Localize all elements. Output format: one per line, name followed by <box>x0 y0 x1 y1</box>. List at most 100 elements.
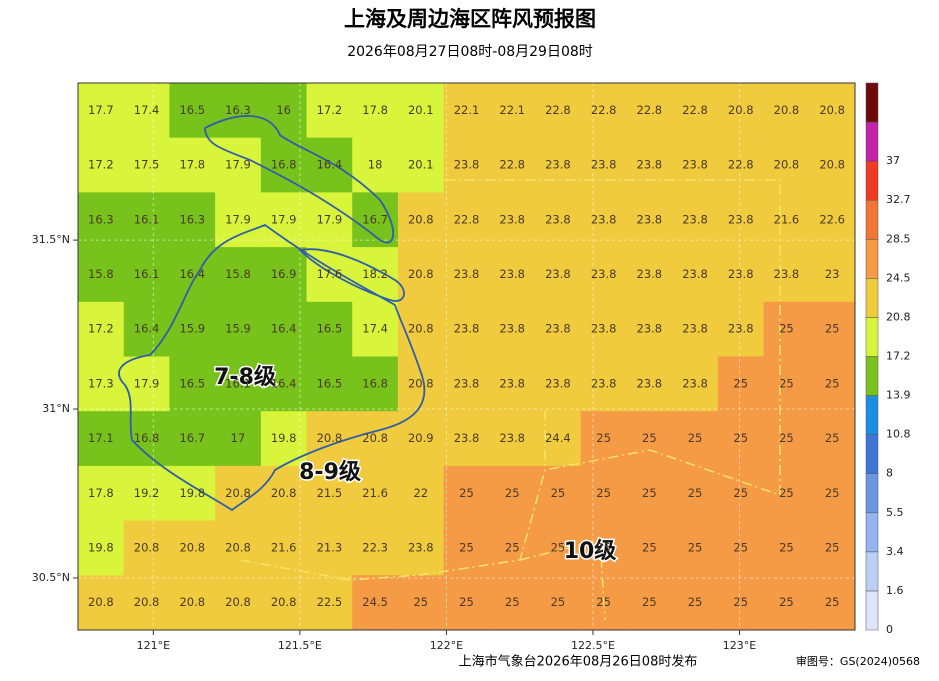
grid-value: 22.8 <box>591 103 617 117</box>
colorbar-box <box>865 239 879 279</box>
grid-value: 20.1 <box>408 103 434 117</box>
grid-value: 23.8 <box>591 376 617 390</box>
grid-cell <box>626 520 673 576</box>
grid-cell <box>809 520 856 576</box>
grid-value: 25 <box>459 540 474 554</box>
x-tick-label: 121.5°E <box>278 639 322 652</box>
grid-value: 20.8 <box>408 212 434 226</box>
colorbar-label: 1.6 <box>886 584 904 597</box>
grid-cell <box>78 83 125 139</box>
grid-cell <box>489 520 536 576</box>
grid-value: 25 <box>733 486 748 500</box>
grid-value: 25 <box>779 595 794 609</box>
grid-cell <box>215 137 262 193</box>
grid-value: 22.8 <box>454 212 480 226</box>
grid-cell <box>489 356 536 412</box>
grid-value: 21.6 <box>271 540 297 554</box>
grid-cell <box>123 137 170 193</box>
zone-label: 7-8级 <box>214 364 276 390</box>
grid-value: 15.8 <box>88 267 114 281</box>
grid-cell <box>672 301 719 357</box>
grid-cell <box>169 356 216 412</box>
grid-value: 23.8 <box>682 376 708 390</box>
issuer: 上海市气象台2026年08月26日08时发布 <box>459 654 698 670</box>
grid-value: 25 <box>551 595 566 609</box>
grid-cell <box>78 137 125 193</box>
grid-cell <box>717 465 765 522</box>
grid-cell <box>672 247 719 303</box>
grid-value: 15.9 <box>179 322 205 336</box>
colorbar-label: 10.8 <box>886 428 911 441</box>
grid-value: 20.8 <box>225 595 251 609</box>
grid-value: 23.8 <box>682 212 708 226</box>
grid-cell <box>580 356 627 412</box>
grid-cell <box>260 83 308 139</box>
grid-value: 23.8 <box>499 267 525 281</box>
grid-value: 16.4 <box>134 322 160 336</box>
grid-cell <box>352 356 399 412</box>
grid-cell <box>717 247 765 303</box>
sea-zone-line <box>519 410 606 621</box>
grid-cell <box>352 575 399 631</box>
grid-cell <box>717 575 765 631</box>
grid-cell <box>123 356 170 412</box>
grid-value: 23.8 <box>774 267 800 281</box>
grid-value: 25 <box>505 486 520 500</box>
boundaries <box>239 179 781 621</box>
grid-cell <box>306 520 353 576</box>
grid-cell <box>443 356 490 412</box>
grid-cell <box>169 575 216 631</box>
grid-cell <box>215 520 262 576</box>
grid-value: 15.9 <box>225 322 251 336</box>
grid-value: 25 <box>688 540 703 554</box>
grid-cell <box>352 137 399 193</box>
grid-value: 17.9 <box>225 158 251 172</box>
grid-value: 20.1 <box>408 158 434 172</box>
grid-cell <box>215 301 262 357</box>
grid-cell <box>489 192 536 248</box>
grid-value: 22.8 <box>637 103 663 117</box>
grid-cell <box>809 301 856 357</box>
grid-cell <box>763 411 810 467</box>
grid-cell <box>306 411 353 467</box>
grid-cell <box>397 301 445 357</box>
grid-value: 21.5 <box>317 486 343 500</box>
grid-value: 17.9 <box>134 376 160 390</box>
grid-value: 25 <box>413 595 428 609</box>
grid-value: 16.7 <box>179 431 205 445</box>
grid-cell <box>626 247 673 303</box>
grid-value: 17.8 <box>179 158 205 172</box>
grid-cell <box>809 575 856 631</box>
grid-value: 25 <box>642 486 657 500</box>
grid-value: 25 <box>459 486 474 500</box>
colorbar-label: 24.5 <box>886 271 911 284</box>
grid-value: 20.8 <box>134 595 160 609</box>
grid-cell <box>535 575 582 631</box>
grid-cell <box>78 575 125 631</box>
grid-value: 16.9 <box>271 267 297 281</box>
grid-value: 17.1 <box>88 431 114 445</box>
colorbar-box <box>865 121 879 162</box>
grid-value: 16.1 <box>134 212 160 226</box>
grid-cell <box>352 411 399 467</box>
colorbar-box <box>865 590 879 631</box>
x-tick-label: 122.5°E <box>571 639 615 652</box>
x-tick-label: 123°E <box>723 639 756 652</box>
grid-cell <box>123 301 170 357</box>
grid-cell <box>672 575 719 631</box>
grid-cell <box>580 247 627 303</box>
grid-value: 23 <box>825 267 840 281</box>
colorbar-box <box>865 356 879 396</box>
zone-label: 8-9级 <box>299 459 361 485</box>
grid-cell <box>535 411 582 467</box>
grid-value: 23.8 <box>545 267 571 281</box>
grid-value: 25 <box>688 486 703 500</box>
grid-cell <box>763 137 810 193</box>
grid-cell <box>443 411 490 467</box>
grid-value: 25 <box>596 431 611 445</box>
grid-value: 17.7 <box>88 103 114 117</box>
grid-cell <box>215 247 262 303</box>
grid-value: 23.8 <box>454 267 480 281</box>
grid-value: 20.8 <box>774 158 800 172</box>
grid-value: 23.8 <box>454 376 480 390</box>
